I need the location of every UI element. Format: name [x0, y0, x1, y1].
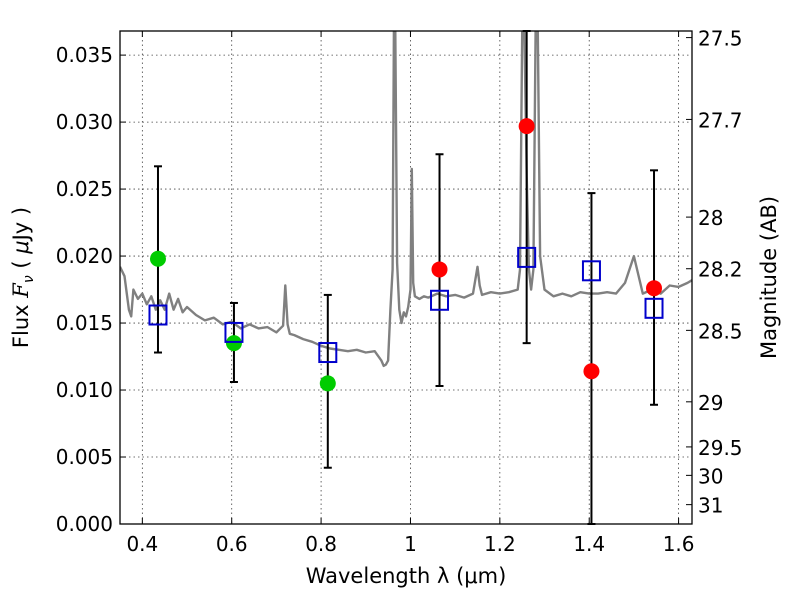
model-square: [517, 246, 537, 268]
y-tick-label: 0.010: [56, 378, 113, 402]
x-tick-label: 1: [404, 532, 417, 556]
model-square: [318, 342, 338, 364]
y-tick-label: 0.025: [56, 177, 113, 201]
x-tick-label: 1.6: [663, 532, 695, 556]
y-tick-label: 0.035: [56, 43, 113, 67]
y-tick-label: 0.030: [56, 110, 113, 134]
model-square: [581, 260, 601, 282]
y-axis-title-subscript: ν: [21, 275, 37, 283]
model-square: [644, 297, 664, 319]
x-tick-label: 0.4: [126, 532, 158, 556]
model-square: [148, 304, 168, 326]
data-point: [583, 363, 600, 380]
data-point: [646, 280, 663, 297]
y-axis-title-symbol: F: [9, 282, 33, 299]
y2-tick-label: 27.5: [698, 27, 743, 51]
y2-tick-label: 29: [698, 391, 723, 415]
data-point: [225, 335, 242, 352]
x-tick-label: 1.2: [484, 532, 516, 556]
y-axis-title-prefix: Flux: [9, 298, 33, 348]
model-square: [430, 289, 450, 311]
x-axis-ticks: 0.4 0.6 0.8 1 1.2 1.4 1.6: [126, 31, 695, 556]
y2-tick-label: 30: [698, 464, 723, 488]
y2-tick-label: 31: [698, 494, 723, 518]
y-axis-title-unit: Jy ): [9, 207, 33, 243]
y2-tick-label: 29.5: [698, 436, 743, 460]
data-point: [319, 375, 336, 392]
y-axis-title: Flux Fν ( μJy ): [9, 207, 37, 348]
y2-tick-label: 27.7: [698, 108, 743, 132]
data-point: [518, 118, 535, 135]
y-axis-title-unit-greek: μ: [9, 240, 33, 254]
y-axis-ticks: 0.000 0.005 0.010 0.015 0.020 0.025 0.030 0.035: [56, 43, 126, 536]
spectrum-line: [120, 31, 692, 368]
data-point: [149, 250, 166, 267]
y-axis-title-paren: (: [9, 254, 33, 276]
y2-axis-title: Magnitude (AB): [757, 196, 781, 359]
y2-tick-label: 28: [698, 206, 723, 230]
y-tick-label: 0.005: [56, 445, 113, 469]
model-square: [224, 321, 244, 343]
grid-lines: [120, 31, 692, 525]
y-tick-label: 0.020: [56, 244, 113, 268]
data-point: [431, 261, 448, 278]
y2-tick-label: 28.5: [698, 319, 743, 343]
x-tick-label: 0.8: [305, 532, 337, 556]
x-tick-label: 1.4: [573, 532, 605, 556]
y-tick-label: 0.000: [56, 512, 113, 536]
plot-frame: [119, 30, 693, 525]
y-tick-label: 0.015: [56, 311, 113, 335]
plot-area: [120, 31, 692, 368]
markers: [148, 118, 664, 392]
y2-axis-ticks: 27.5 27.7 28 28.2 28.5 29 29.5 30 31: [686, 27, 743, 518]
y2-tick-label: 28.2: [698, 258, 743, 282]
x-tick-label: 0.6: [216, 532, 248, 556]
x-axis-title: Wavelength λ (μm): [306, 564, 507, 588]
